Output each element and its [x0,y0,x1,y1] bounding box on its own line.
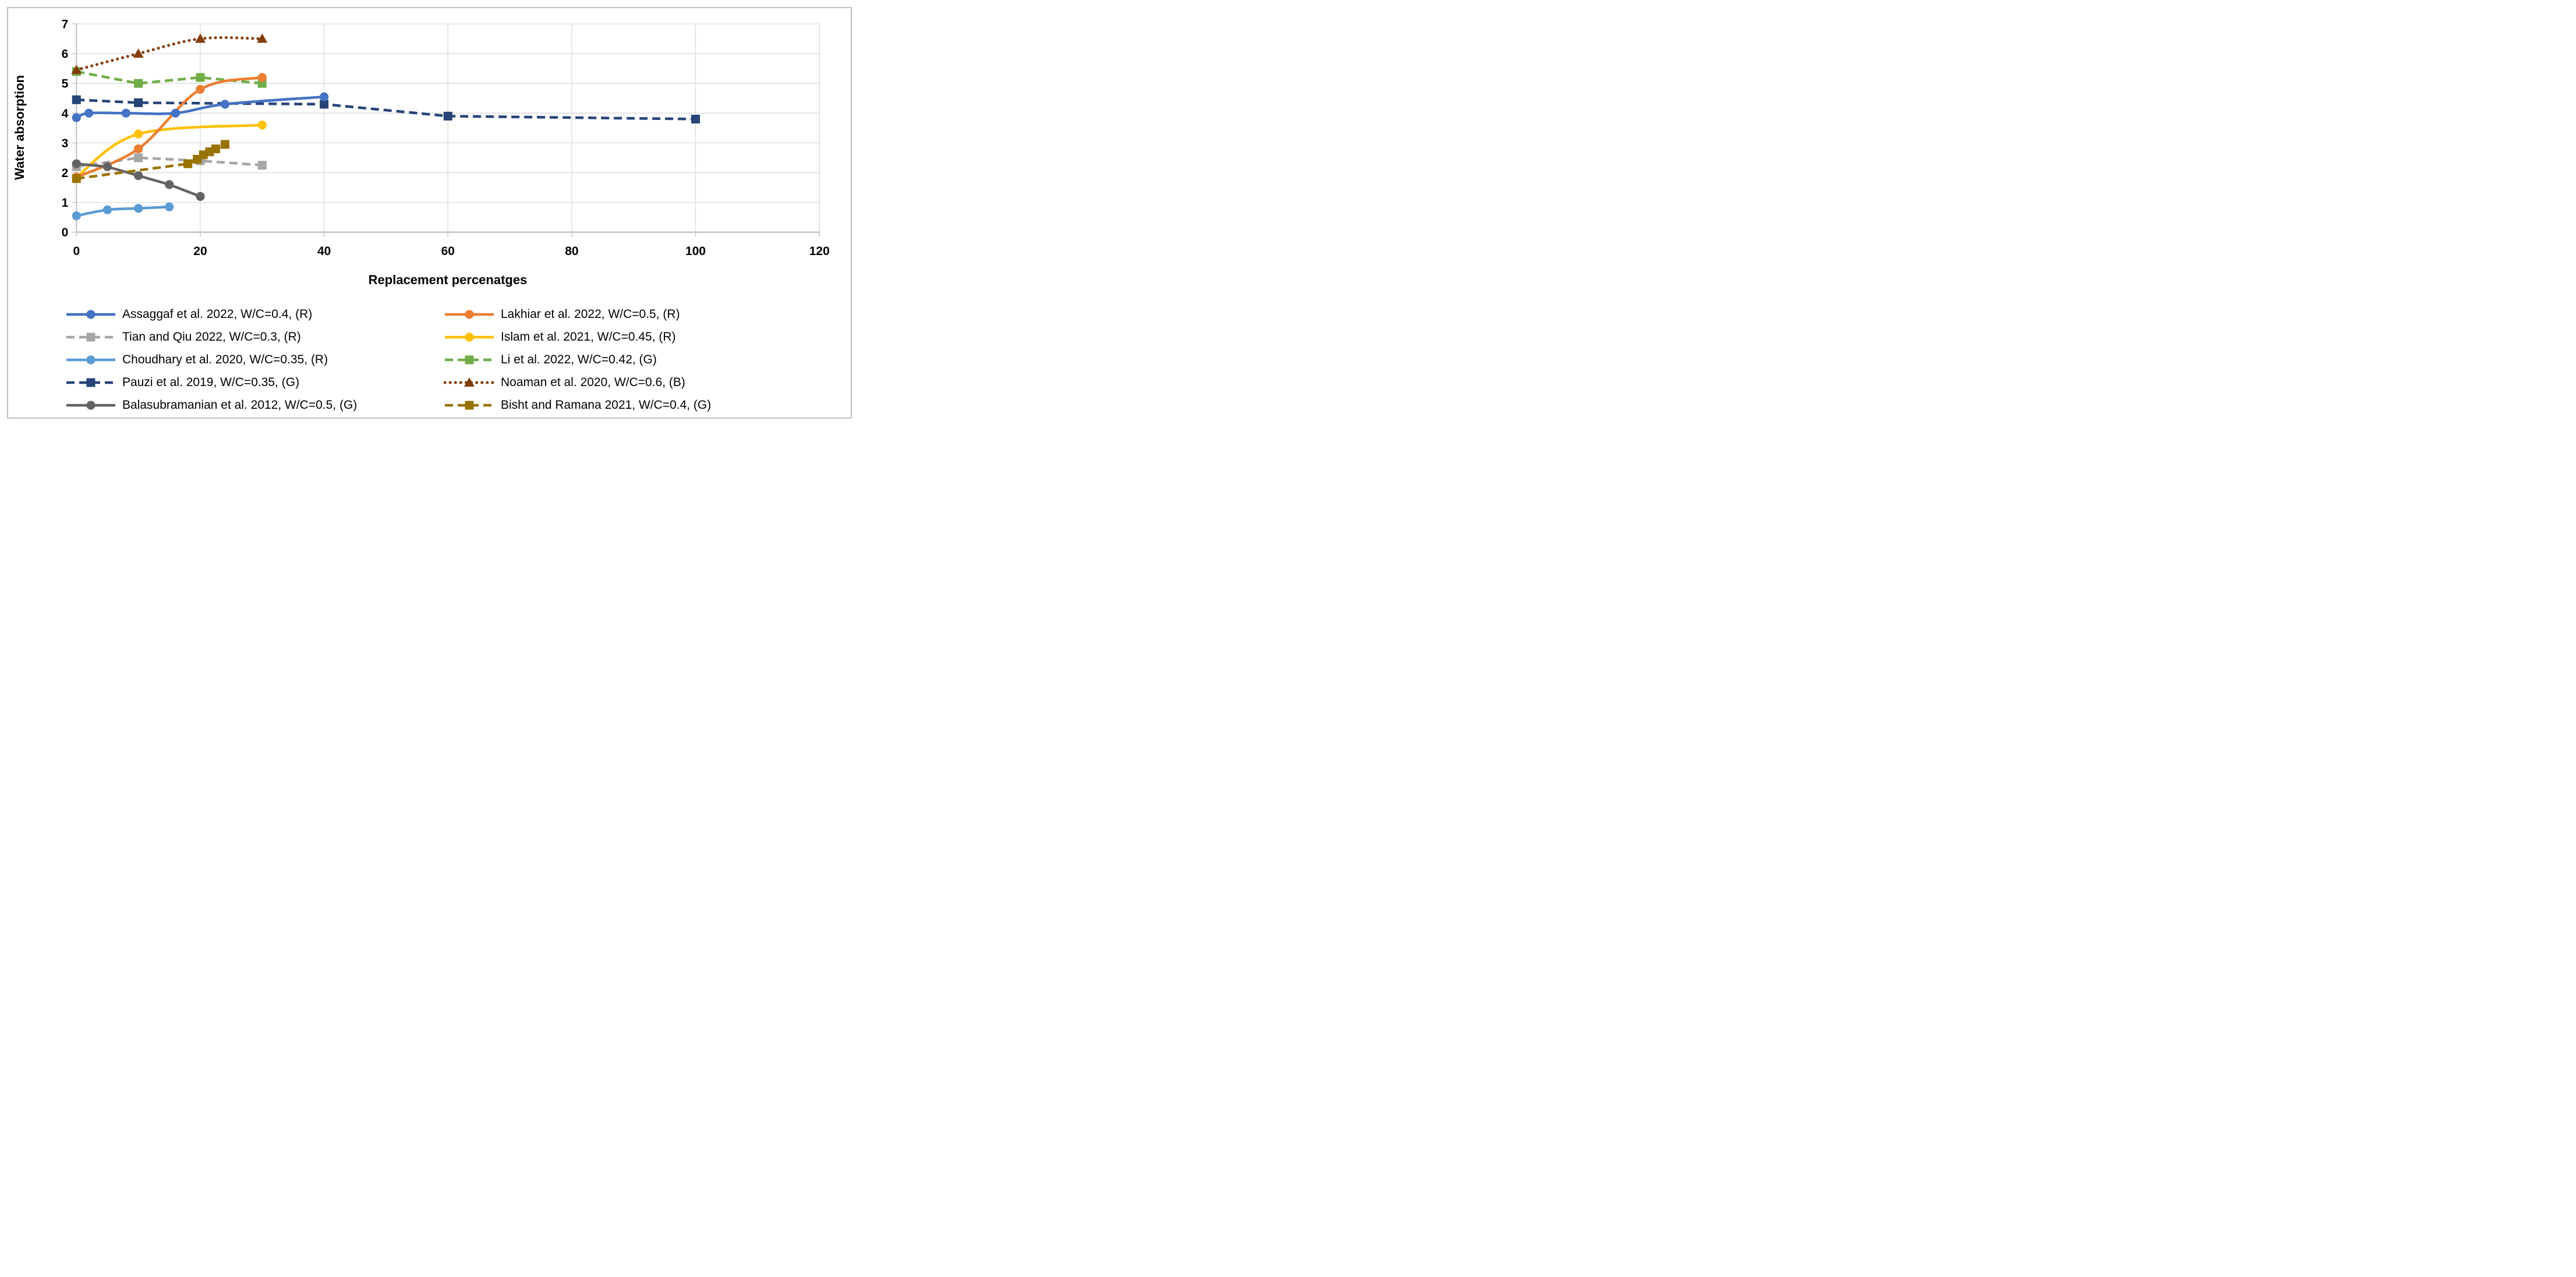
series-9-markers [72,140,229,183]
series-7-markers [72,67,267,88]
svg-text:0: 0 [73,245,80,258]
legend-label: Bisht and Ramana 2021, W/C=0.4, (G) [501,398,712,412]
svg-text:5: 5 [62,77,69,91]
series-2-markers [72,202,174,221]
legend-circle-line-icon [445,309,494,319]
y-tick-labels: 0 1 2 3 4 5 6 7 [62,18,69,240]
svg-text:0: 0 [62,226,69,239]
legend-label: Tian and Qiu 2022, W/C=0.3, (R) [122,330,301,344]
chart-figure: 0 20 40 60 80 100 120 0 1 2 3 4 5 6 7 Water absorption… [7,7,852,419]
svg-text:4: 4 [62,107,69,121]
gridlines [76,23,820,232]
legend-item: Assaggaf et al. 2022, W/C=0.4, (R) [65,306,444,323]
series-4-markers [72,159,205,201]
legend-label: Pauzi et al. 2019, W/C=0.35, (G) [122,375,300,389]
legend-item: Li et al. 2022, W/C=0.42, (G) [444,352,851,368]
series-8 [75,36,264,72]
series-8-markers [71,33,268,75]
svg-text:20: 20 [193,245,207,258]
svg-text:7: 7 [62,18,69,31]
svg-text:80: 80 [565,245,578,258]
legend-item: Tian and Qiu 2022, W/C=0.3, (R) [65,329,444,345]
legend-item: Pauzi et al. 2019, W/C=0.35, (G) [65,374,444,391]
legend-item: Choudhary et al. 2020, W/C=0.35, (R) [65,352,444,368]
legend-label: Islam et al. 2021, W/C=0.45, (R) [501,330,676,344]
legend-label: Li et al. 2022, W/C=0.42, (G) [501,352,657,366]
legend-label: Assaggaf et al. 2022, W/C=0.4, (R) [122,307,313,321]
legend-square-line-icon [445,401,494,409]
legend-circle-line-icon [66,309,115,319]
series-7 [76,70,263,85]
series-2 [76,206,169,217]
legend-label: Choudhary et al. 2020, W/C=0.35, (R) [122,352,328,366]
chart-canvas: 0 20 40 60 80 100 120 0 1 2 3 4 5 6 7 [62,18,830,259]
tick-marks [72,23,820,237]
y-axis-title: Water absorption [12,75,27,181]
legend-label: Lakhiar et al. 2022, W/C=0.5, (R) [501,307,680,321]
legend-circle-line-icon [66,355,115,365]
svg-text:1: 1 [62,196,69,210]
x-tick-labels: 0 20 40 60 80 100 120 [73,245,829,258]
svg-text:6: 6 [62,48,69,61]
legend-square-line-icon [66,378,115,387]
legend-item: Balasubramanian et al. 2012, W/C=0.5, (G… [65,397,444,413]
legend-item: Bisht and Ramana 2021, W/C=0.4, (G) [444,397,851,413]
legend-square-line-icon [445,355,494,364]
svg-text:40: 40 [317,245,331,258]
series-3-markers [72,95,700,124]
legend-circle-line-icon [445,332,494,342]
svg-text:3: 3 [62,137,69,150]
series-1 [76,156,263,168]
legend-item: Lakhiar et al. 2022, W/C=0.5, (R) [444,306,851,323]
legend-label: Balasubramanian et al. 2012, W/C=0.5, (G… [122,398,358,412]
legend-triangle-line-icon [444,377,495,387]
legend-label: Noaman et al. 2020, W/C=0.6, (B) [501,375,685,389]
legend-square-line-icon [66,332,115,341]
series-0-markers [72,92,329,122]
legend-item: Noaman et al. 2020, W/C=0.6, (B) [444,374,851,391]
svg-text:120: 120 [809,245,830,258]
legend-circle-line-icon [66,400,115,410]
legend-item: Islam et al. 2021, W/C=0.45, (R) [444,329,851,345]
x-axis-title: Replacement percenatges [368,273,528,287]
svg-text:100: 100 [685,245,706,258]
svg-text:2: 2 [62,167,69,180]
chart-legend: Assaggaf et al. 2022, W/C=0.4, (R) Tian a… [65,303,851,416]
page: 0 20 40 60 80 100 120 0 1 2 3 4 5 6 7 Water absorption… [0,0,859,426]
svg-text:60: 60 [441,245,455,258]
